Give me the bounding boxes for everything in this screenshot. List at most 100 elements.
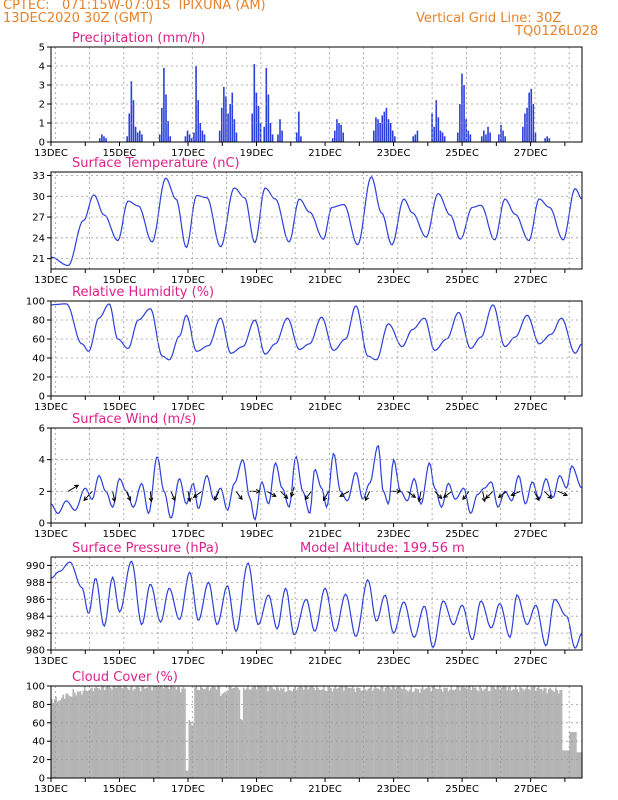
cloud-bar — [165, 686, 168, 778]
precip-bar — [141, 134, 143, 142]
cloud-bar — [126, 688, 129, 778]
x-tick-label: 17DEC — [171, 656, 205, 667]
cloud-bar — [244, 690, 246, 778]
cloud-bar — [282, 687, 285, 778]
cloud-bar — [264, 686, 266, 778]
cloud-bar — [172, 687, 175, 778]
x-tick-label: 17DEC — [171, 148, 205, 159]
precip-bar — [263, 126, 265, 142]
cloud-bar — [109, 687, 112, 778]
precip-bar — [412, 136, 415, 142]
cloud-bar — [431, 686, 434, 778]
precip-bar — [469, 134, 472, 142]
cloud-bar — [320, 690, 322, 778]
cloud-bar — [550, 689, 553, 778]
x-tick-label: 27DEC — [514, 529, 548, 540]
cloud-bar — [351, 686, 354, 778]
cloud-bar — [493, 687, 496, 778]
cloud-bar — [168, 688, 171, 778]
x-tick-label: 13DEC — [34, 275, 68, 286]
y-tick-label: 20 — [32, 373, 45, 384]
cloud-bar — [169, 686, 172, 778]
precip-bar — [456, 132, 459, 142]
panel-wind: 0 2 4 6 13DEC 15DEC 17DEC 19DEC 21DEC 23DEC 25DEC 2… — [34, 412, 583, 540]
precip-bar — [443, 136, 446, 142]
wind-arrow — [304, 491, 312, 500]
wind-arrow — [235, 491, 243, 500]
cloud-bar — [321, 689, 324, 778]
precip-bar — [267, 94, 270, 142]
cloud-bar — [91, 687, 93, 778]
cloud-bar — [105, 686, 108, 778]
y-tick-label: 3 — [39, 81, 45, 92]
run-code: TQ0126L028 — [515, 24, 599, 39]
cloud-bar — [353, 688, 355, 778]
wind-arrow-head — [171, 496, 176, 502]
precip-bar — [138, 130, 141, 142]
cloud-bar — [486, 686, 488, 778]
wind-arrow-head — [417, 497, 422, 503]
cloud-bar — [308, 687, 311, 778]
cloud-bar — [464, 687, 467, 778]
cloud-bar — [545, 688, 547, 778]
cloud-bar — [447, 691, 450, 778]
cloud-bar — [73, 692, 76, 778]
cloud-bar — [222, 692, 225, 778]
x-tick-label: 27DEC — [514, 148, 548, 159]
cloud-bar — [360, 690, 362, 778]
wind-arrow — [323, 491, 329, 501]
cloud-bar — [509, 686, 511, 778]
precip-bar — [165, 94, 167, 142]
precip-bar — [197, 100, 199, 142]
y-tick-label: 980 — [26, 646, 45, 657]
y-tick-label: 40 — [32, 737, 45, 748]
cloud-bar — [543, 687, 546, 778]
precip-bar — [227, 113, 229, 142]
cloud-bar — [366, 690, 368, 778]
precip-bar — [190, 138, 193, 142]
cloud-bar — [68, 695, 70, 778]
cloud-bar — [285, 691, 288, 778]
cloud-bar — [480, 688, 483, 778]
y-tick-label: 33 — [32, 171, 45, 182]
y-tick-label: 0 — [39, 392, 45, 403]
cloud-bar — [188, 719, 191, 778]
cloud-bar — [278, 690, 281, 778]
precip-bar — [136, 132, 139, 142]
x-tick-label: 13DEC — [34, 402, 68, 413]
precip-bar — [485, 134, 487, 142]
y-tick-label: 982 — [26, 629, 45, 640]
y-tick-label: 40 — [32, 354, 45, 365]
precip-bar — [483, 130, 485, 142]
x-tick-label: 19DEC — [240, 529, 274, 540]
precip-bar — [480, 136, 483, 142]
cloud-bar — [562, 750, 564, 778]
cloud-bar — [517, 692, 520, 778]
cloud-bar — [439, 686, 441, 778]
precip-bar — [526, 107, 528, 142]
cloud-bar — [430, 691, 433, 778]
cloud-bar — [361, 690, 364, 778]
cloud-bar — [506, 690, 508, 778]
cloud-bar — [473, 687, 476, 778]
series-line-humidity — [51, 303, 582, 361]
cloud-bar — [457, 686, 460, 778]
cloud-bar — [211, 686, 213, 778]
cloud-bar — [318, 689, 321, 778]
cloud-bar — [433, 686, 435, 778]
cloud-bar — [417, 689, 420, 778]
cloud-bar — [503, 686, 506, 778]
cloud-bar — [148, 686, 150, 778]
wind-arrow — [462, 491, 470, 500]
cloud-bar — [221, 694, 224, 778]
cloud-bar — [523, 690, 526, 778]
cloud-bar — [560, 689, 563, 778]
cloud-bar — [295, 690, 298, 778]
precip-bar — [220, 107, 223, 142]
cloud-bar — [466, 688, 468, 778]
x-tick-label: 25DEC — [445, 148, 479, 159]
cloud-bar — [185, 770, 188, 778]
cloud-bar — [569, 732, 571, 778]
cloud-bar — [421, 686, 424, 778]
